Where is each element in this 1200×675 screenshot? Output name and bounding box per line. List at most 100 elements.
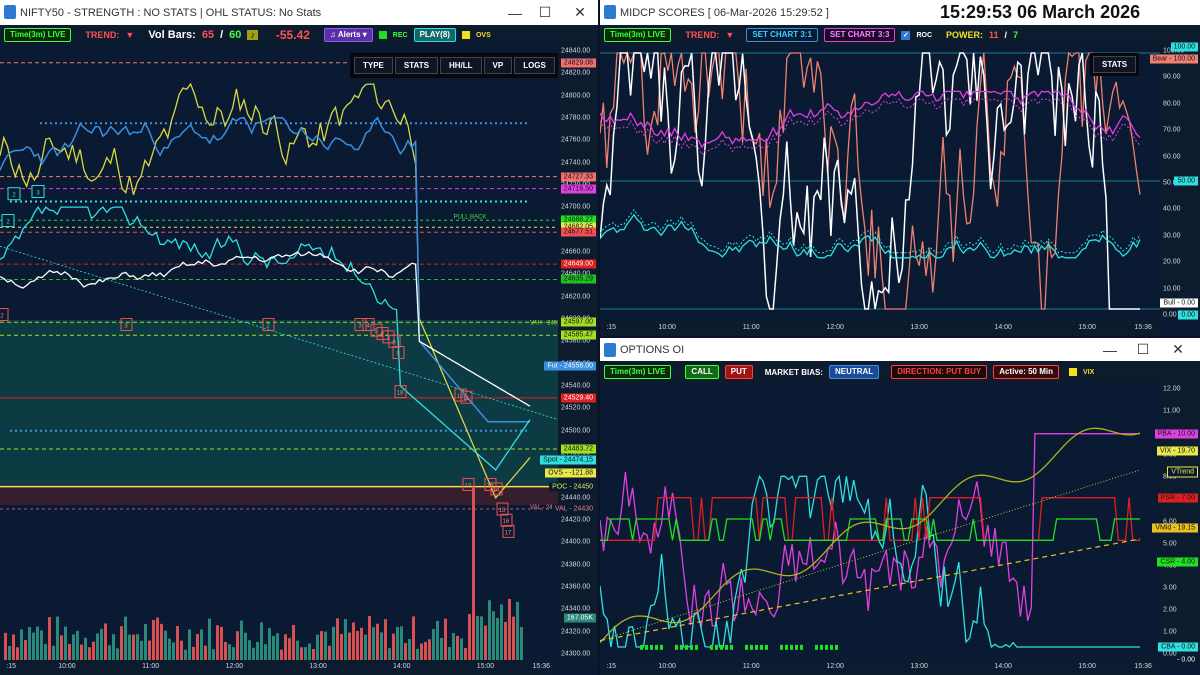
price-line bbox=[0, 205, 531, 471]
timeframe-badge[interactable]: Time(3m) LIVE bbox=[604, 365, 672, 379]
volume-bar bbox=[348, 632, 351, 660]
y-tick-label: 24760.00 bbox=[561, 136, 591, 144]
set-chart-31-button[interactable]: SET CHART 3:1 bbox=[746, 28, 818, 42]
price-axis[interactable]: 24840.00 24820.00 24800.00 24780.00 24760.00… bbox=[558, 45, 598, 660]
volume-bar bbox=[416, 648, 419, 660]
call-button[interactable]: CALL bbox=[685, 365, 719, 379]
alerts-dropdown[interactable]: ♫ Alerts ▾ bbox=[323, 28, 373, 42]
put-button[interactable]: PUT bbox=[724, 365, 753, 379]
time-axis[interactable]: :15 10:00 11:00 12:00 13:00 14:00 15:00 15:36 bbox=[600, 321, 1160, 336]
oi-label: VIX - 19.70 bbox=[1156, 446, 1198, 456]
volume-bar bbox=[360, 627, 363, 660]
y-tick-label: 24840.00 bbox=[561, 47, 591, 55]
bell-icon[interactable]: ♪ bbox=[247, 30, 258, 40]
y-tick-label: 2.00 bbox=[1163, 606, 1177, 614]
volume-bar bbox=[176, 625, 179, 660]
volume-bar bbox=[508, 598, 511, 660]
app-icon bbox=[604, 343, 616, 357]
stats-bar: STATS bbox=[1090, 53, 1140, 76]
x-tick-label: 15:36 bbox=[532, 663, 551, 670]
volume-bar bbox=[216, 625, 219, 660]
marker-label: 6 bbox=[380, 332, 384, 338]
vp-toggle[interactable]: VP bbox=[483, 57, 513, 74]
volume-bar bbox=[24, 640, 27, 660]
close-button[interactable]: ✕ bbox=[1172, 341, 1184, 357]
power-label: POWER: bbox=[946, 30, 984, 40]
vtrend-line bbox=[600, 469, 1141, 641]
price-line bbox=[0, 116, 530, 423]
titlebar[interactable]: NIFTY50 - STRENGTH : NO STATS | OHL STAT… bbox=[0, 0, 598, 25]
volume-bar bbox=[212, 649, 215, 660]
volume-bar bbox=[228, 644, 231, 660]
scores-chart[interactable]: STATS bbox=[600, 45, 1160, 321]
rec-checkbox[interactable] bbox=[378, 31, 387, 39]
alert-bell-icon: ♫ bbox=[329, 30, 338, 39]
set-chart-33-button[interactable]: SET CHART 3:3 bbox=[823, 28, 896, 42]
roc-checkbox[interactable]: ✓ bbox=[901, 30, 911, 40]
minimize-button[interactable]: — bbox=[1103, 341, 1117, 358]
titlebar[interactable]: MIDCP SCORES [ 06-Mar-2026 15:29:52 ] bbox=[600, 0, 1200, 25]
y-tick-label: 24520.00 bbox=[561, 404, 591, 412]
oi-chart-svg bbox=[600, 383, 1160, 660]
timeframe-badge[interactable]: Time(3m) LIVE bbox=[4, 28, 72, 42]
marker-box bbox=[120, 318, 133, 332]
bull-score-line bbox=[600, 52, 1140, 310]
volume-bar bbox=[100, 628, 103, 660]
marker-box bbox=[7, 187, 21, 201]
price-chart[interactable]: 2 3 2 3 4 5 6 7 8 9 10 11 12 13 14 15 16 17 18 2 3 2 PULL BACK… bbox=[0, 45, 565, 660]
oi-chart[interactable] bbox=[600, 383, 1160, 660]
signal-bar bbox=[730, 644, 733, 650]
timeframe-badge[interactable]: Time(3m) LIVE bbox=[604, 28, 672, 42]
volume-bar bbox=[500, 604, 503, 660]
titlebar[interactable]: OPTIONS OI — ☐ ✕ bbox=[600, 338, 1200, 361]
hhll-toggle[interactable]: HH/LL bbox=[439, 57, 482, 74]
volume-bar bbox=[60, 635, 63, 660]
power-a: 11 bbox=[989, 30, 999, 40]
trade-marker: 2 bbox=[1, 214, 15, 228]
time-axis[interactable]: :15 10:00 11:00 12:00 13:00 14:00 15:00 15:36 bbox=[0, 660, 558, 675]
marker-box bbox=[1, 214, 15, 228]
volume-bar bbox=[256, 641, 259, 660]
stats-button[interactable]: STATS bbox=[394, 57, 438, 74]
maximize-button[interactable]: ☐ bbox=[538, 4, 552, 20]
close-button[interactable]: ✕ bbox=[574, 4, 586, 20]
signal-bar bbox=[680, 644, 683, 650]
minimize-button[interactable]: — bbox=[508, 4, 522, 21]
volume-bar bbox=[488, 600, 491, 660]
y-tick-label: 10.00 bbox=[1163, 285, 1181, 293]
price-line bbox=[0, 82, 531, 500]
toolbar: Time(3m) LIVE CALL PUT MARKET BIAS: NEUT… bbox=[600, 361, 1200, 383]
volume-bar bbox=[204, 645, 207, 660]
maximize-button[interactable]: ☐ bbox=[1136, 341, 1150, 357]
time-axis[interactable]: :15 10:00 11:00 12:00 13:00 14:00 15:00 15:36 bbox=[600, 660, 1160, 675]
logs-button[interactable]: LOGS bbox=[514, 57, 555, 74]
type-button[interactable]: TYPE bbox=[354, 57, 393, 74]
y-tick-label: 24660.00 bbox=[561, 248, 591, 256]
ovs-checkbox[interactable] bbox=[461, 31, 470, 39]
y-tick-label: 24780.00 bbox=[561, 114, 591, 122]
trade-marker: 18 bbox=[394, 385, 407, 399]
app-icon bbox=[604, 5, 616, 19]
power-b: 7 bbox=[1013, 30, 1019, 40]
volume-bar bbox=[68, 644, 71, 660]
level-label: 24529.40 bbox=[560, 393, 596, 403]
y-tick-label: 24620.00 bbox=[561, 293, 591, 301]
signal-bar bbox=[710, 644, 713, 650]
trade-marker: 2 bbox=[0, 307, 9, 321]
level-label: 24682.05 bbox=[560, 222, 596, 232]
marker-box bbox=[0, 307, 9, 321]
trade-marker: 8 bbox=[388, 334, 401, 348]
x-tick-label: 13:00 bbox=[910, 324, 928, 331]
volume-bar bbox=[332, 626, 335, 660]
level-label: 24635.29 bbox=[560, 274, 596, 284]
x-tick-label: 11:00 bbox=[742, 324, 760, 331]
app-icon bbox=[4, 5, 16, 19]
volume-bar bbox=[156, 617, 159, 660]
vix-checkbox[interactable] bbox=[1068, 368, 1077, 376]
volume-bar bbox=[400, 626, 403, 660]
stats-button[interactable]: STATS bbox=[1093, 56, 1137, 73]
oi-axis[interactable]: 12.0011.0010.009.008.007.006.005.004.003… bbox=[1160, 383, 1200, 660]
play-button[interactable]: PLAY(8) bbox=[413, 28, 456, 42]
signal-bar bbox=[720, 644, 723, 650]
